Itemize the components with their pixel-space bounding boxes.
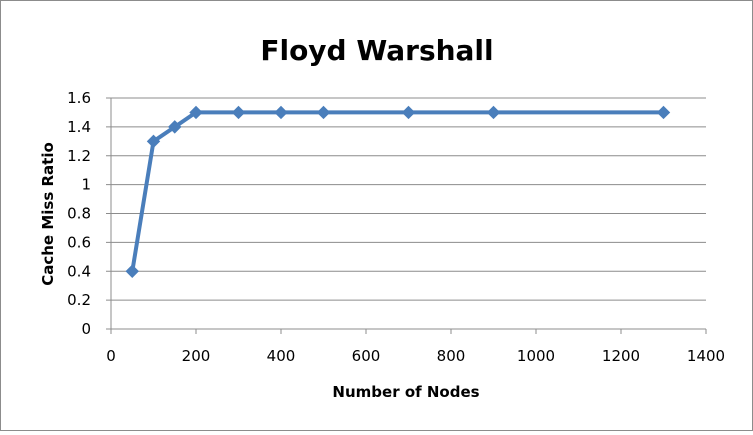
x-tick-label: 200	[182, 347, 211, 365]
x-axis-title: Number of Nodes	[332, 383, 479, 401]
series-group	[125, 105, 671, 278]
data-point-marker	[125, 264, 139, 278]
x-tick-label: 1000	[517, 347, 555, 365]
y-tick-label: 0.6	[67, 233, 91, 251]
tick-labels: 0 0.2 0.4 0.6 0.8 1 1.2 1.4 1.6 0 200 400 600 800 1000…	[67, 89, 725, 365]
y-tick-label: 0.8	[67, 205, 91, 223]
x-tick-label: 400	[267, 347, 296, 365]
x-tick-label: 1200	[602, 347, 640, 365]
y-axis-title: Cache Miss Ratio	[39, 142, 57, 286]
data-point-marker	[274, 105, 288, 120]
data-point-marker	[401, 105, 416, 120]
y-tick-label: 1	[81, 176, 91, 194]
data-point-marker	[189, 105, 203, 120]
y-tick-label: 0	[81, 320, 91, 338]
data-point-marker	[486, 105, 501, 120]
data-point-marker	[146, 134, 161, 149]
y-tick-label: 1.2	[67, 147, 91, 165]
x-tick-label: 600	[352, 347, 381, 365]
y-tick-label: 1.4	[67, 118, 91, 136]
axes	[106, 97, 707, 334]
series-line	[130, 110, 664, 272]
y-tick-label: 0.2	[67, 291, 91, 309]
x-tick-label: 800	[437, 347, 466, 365]
data-point-marker	[168, 120, 182, 134]
chart-title: Floyd Warshall	[260, 34, 493, 67]
x-tick-label: 0	[106, 347, 116, 365]
y-tick-label: 0.4	[67, 262, 91, 280]
data-point-marker	[231, 105, 246, 120]
y-tick-label: 1.6	[67, 89, 91, 107]
data-point-marker	[316, 105, 331, 120]
data-point-marker	[656, 105, 671, 120]
x-tick-label: 1400	[687, 347, 725, 365]
gridlines	[111, 97, 706, 301]
